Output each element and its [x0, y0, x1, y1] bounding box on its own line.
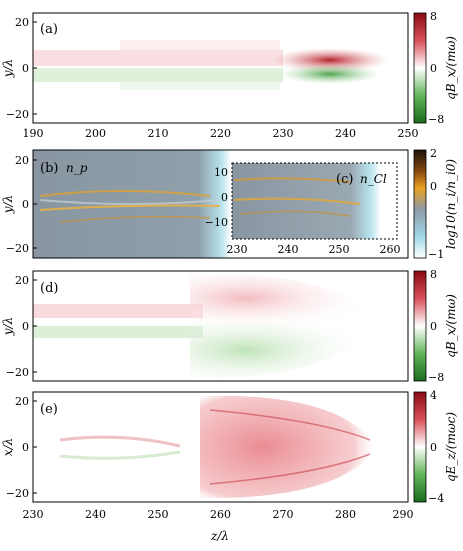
panel-b-cbar-label: log10(n_i/n_i0) — [444, 159, 458, 250]
panel-a-xtick: 220 — [210, 127, 231, 140]
panel-e-cbar-tick: 4 — [430, 389, 437, 402]
panel-a-cbar-tick: −8 — [428, 113, 444, 126]
panel-a-xtick: 200 — [85, 127, 106, 140]
panel-c-xtick: 260 — [380, 243, 401, 256]
panel-a-xticks: 190 200 210 220 230 240 250 — [23, 127, 419, 140]
panel-e-xtick: 240 — [85, 508, 106, 521]
panel-e: (e) 20 0 −20 230 240 250 260 270 280 290… — [1, 389, 458, 543]
panel-b-ytick: −20 — [6, 242, 29, 255]
panel-a-ytick: 0 — [22, 62, 29, 75]
panel-e-heatmap — [33, 392, 408, 502]
panel-e-xticks: 230 240 250 260 270 280 290 — [23, 508, 414, 521]
panel-e-ytick: −20 — [6, 487, 29, 500]
panel-e-xtick: 290 — [393, 508, 414, 521]
panel-b-sublabel: n_p — [66, 161, 88, 175]
panel-c-frame — [231, 162, 398, 240]
panel-a-ytick: −20 — [6, 108, 29, 121]
panel-a-colorbar — [413, 12, 427, 124]
panel-c-xtick: 230 — [227, 243, 248, 256]
panel-d-ylabel: y/λ — [1, 317, 15, 336]
panel-c-label: (c) — [336, 172, 353, 187]
panel-e-cbar-tick: 0 — [430, 441, 437, 454]
panel-c-ytick: 10 — [214, 166, 228, 179]
panel-d-cbar-label: qB_x/(mω) — [444, 294, 458, 358]
panel-a: (a) 20 0 −20 190 200 210 220 230 240 250… — [1, 10, 458, 140]
panel-b-cbar-tick: −1 — [428, 248, 444, 261]
panel-a-cbar-label: qB_x/(mω) — [444, 36, 458, 100]
panel-a-xtick: 210 — [148, 127, 169, 140]
panel-a-label: (a) — [40, 22, 58, 37]
panel-e-cbar-label: qE_z/(mωc) — [444, 412, 458, 482]
panel-d-cbar-tick: −8 — [428, 371, 444, 384]
panel-a-xtick: 250 — [398, 127, 419, 140]
panel-d-ytick: −20 — [6, 366, 29, 379]
panel-d-yticks: 20 0 −20 — [6, 274, 37, 379]
panel-d-heatmap — [33, 271, 408, 381]
panel-a-ylabel: y/λ — [1, 59, 15, 78]
panel-e-xtick: 270 — [273, 508, 294, 521]
panel-b-ytick: 20 — [15, 154, 29, 167]
panel-c-ytick: −10 — [205, 216, 228, 229]
panel-b-cbar-tick: 2 — [430, 147, 437, 160]
panel-a-xtick: 190 — [23, 127, 44, 140]
panel-d-cbar-tick: 0 — [430, 320, 437, 333]
panel-c-ytick: 0 — [221, 191, 228, 204]
panel-b-cbar-tick: 0 — [430, 180, 437, 193]
panel-d-ytick: 20 — [15, 274, 29, 287]
panel-c-sublabel: n_Cl — [360, 172, 387, 186]
panel-e-xlabel: z/λ — [210, 529, 229, 543]
panel-d-ytick: 0 — [22, 320, 29, 333]
panel-e-label: (e) — [40, 402, 58, 417]
panel-e-xtick: 280 — [335, 508, 356, 521]
panel-b-yticks: 20 0 −20 — [6, 154, 37, 255]
panel-e-yticks: 20 0 −20 — [6, 395, 37, 500]
panel-d-cbar-tick: 8 — [430, 268, 437, 281]
panel-e-ytick: 20 — [15, 395, 29, 408]
panel-b-ytick: 0 — [22, 198, 29, 211]
panel-b: (b) n_p 20 0 −20 y/λ (c) n_Cl 10 0 −10 2… — [1, 147, 458, 261]
panel-e-ytick: 0 — [22, 441, 29, 454]
panel-d-label: (d) — [40, 281, 58, 296]
panel-a-xtick: 240 — [335, 127, 356, 140]
panel-e-cbar-tick: −4 — [428, 492, 444, 505]
panel-e-xtick: 250 — [148, 508, 169, 521]
panel-e-ylabel: x/λ — [1, 438, 15, 456]
panel-e-xtick: 260 — [210, 508, 231, 521]
panel-c-heatmap — [232, 163, 397, 239]
panel-b-colorbar — [413, 149, 427, 259]
panel-a-xtick: 230 — [273, 127, 294, 140]
panel-e-xtick: 230 — [23, 508, 44, 521]
panel-a-yticks: 20 0 −20 — [6, 16, 37, 121]
panel-e-colorbar — [413, 391, 427, 503]
panel-b-ylabel: y/λ — [1, 195, 15, 214]
panel-d-colorbar — [413, 270, 427, 382]
panel-d: (d) 20 0 −20 y/λ 8 0 −8 qB_x/(mω) — [1, 268, 458, 384]
panel-a-ytick: 20 — [15, 16, 29, 29]
panel-a-heatmap — [33, 13, 408, 123]
panel-a-cbar-tick: 8 — [430, 10, 437, 23]
panel-b-label: (b) — [40, 161, 58, 176]
panel-c-xtick: 250 — [329, 243, 350, 256]
panel-c: (c) n_Cl 10 0 −10 230 240 250 260 — [205, 162, 401, 256]
panel-c-xtick: 240 — [278, 243, 299, 256]
panel-a-cbar-tick: 0 — [430, 62, 437, 75]
